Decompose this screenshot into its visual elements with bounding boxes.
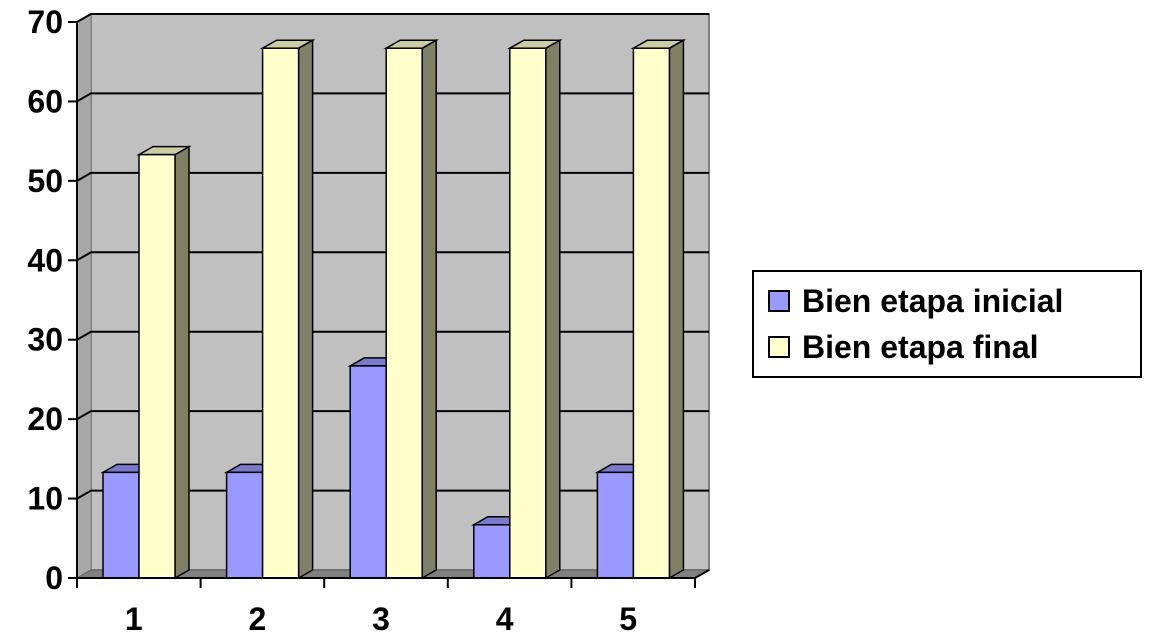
x-tick-label: 3 <box>372 601 390 637</box>
legend-item-initial: Bien etapa inicial <box>754 278 1140 324</box>
gridline <box>76 171 709 182</box>
bars <box>100 38 687 580</box>
x-axis-corner <box>694 569 710 579</box>
legend-swatch-initial <box>768 290 790 312</box>
bar-final-1 <box>136 145 192 580</box>
x-tick-label: 4 <box>496 601 514 637</box>
bar-final-3 <box>383 38 440 580</box>
legend-label-initial: Bien etapa inicial <box>802 282 1064 319</box>
legend-label-final: Bien etapa final <box>802 328 1039 365</box>
bar-final-2 <box>259 38 316 580</box>
x-axis-ticks: 1 2 3 4 5 <box>76 578 696 637</box>
axes <box>76 22 710 579</box>
gridline <box>76 251 709 262</box>
legend: Bien etapa inicial Bien etapa final <box>752 270 1142 378</box>
x-tick-label: 5 <box>619 601 637 637</box>
x-tick-label: 2 <box>249 601 267 637</box>
gridlines <box>76 13 709 500</box>
y-tick-label: 20 <box>27 401 63 437</box>
gridline <box>76 92 709 103</box>
y-tick-label: 70 <box>27 4 63 40</box>
y-tick-label: 30 <box>27 322 63 358</box>
gridline <box>76 489 709 500</box>
gridline <box>76 330 709 341</box>
bar-final-4 <box>506 38 563 580</box>
gridline <box>76 410 709 421</box>
bar-final-5 <box>630 38 687 580</box>
legend-swatch-final <box>768 336 790 358</box>
x-tick-label: 1 <box>125 601 143 637</box>
gridline <box>76 13 709 23</box>
y-axis-ticks: 0 10 20 30 40 50 60 70 <box>27 4 77 596</box>
y-tick-label: 0 <box>45 560 63 596</box>
y-tick-label: 10 <box>27 481 63 517</box>
y-tick-label: 40 <box>27 242 63 278</box>
y-tick-label: 60 <box>27 83 63 119</box>
y-tick-label: 50 <box>27 163 63 199</box>
legend-item-final: Bien etapa final <box>754 324 1140 370</box>
side-wall <box>76 13 92 579</box>
